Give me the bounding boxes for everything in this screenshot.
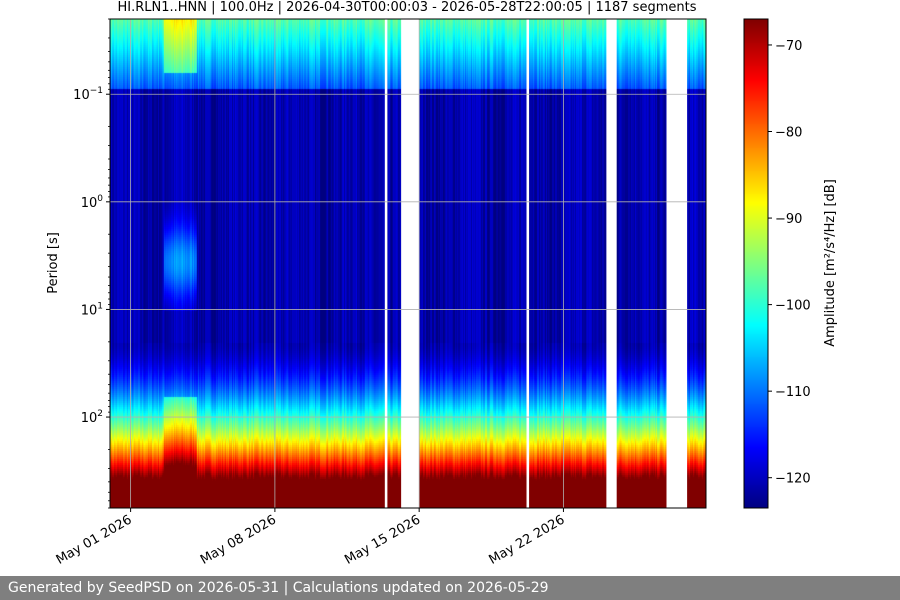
- data-gap-0: [384, 19, 388, 508]
- y-tick-label-2: 101: [81, 301, 103, 318]
- psd-spectrogram-chart: HI.RLN1..HNN | 100.0Hz | 2026-04-30T00:0…: [46, 0, 838, 568]
- plot-area: [109, 18, 707, 509]
- colorbar-tick-label-5: −120: [775, 472, 811, 487]
- x-tick-label-1: May 08 2026: [198, 512, 279, 567]
- y-tick-label-1: 100: [81, 194, 104, 211]
- footer-bar: Generated by SeedPSD on 2026-05-31 | Cal…: [0, 576, 900, 600]
- data-gap-4: [666, 19, 688, 508]
- colorbar-tick-label-2: −90: [775, 212, 802, 227]
- chart-title: HI.RLN1..HNN | 100.0Hz | 2026-04-30T00:0…: [118, 0, 697, 15]
- colorbar-tick-label-0: −70: [775, 39, 802, 54]
- y-tick-label-3: 102: [81, 409, 103, 426]
- plot-frame: [109, 18, 707, 509]
- y-axis-label: Period [s]: [46, 232, 61, 294]
- colorbar-gradient: [744, 19, 768, 508]
- x-tick-label-3: May 22 2026: [487, 512, 568, 567]
- y-axis: 10−1 100 101 102: [73, 18, 110, 509]
- y-tick-label-0: 10−1: [73, 86, 103, 103]
- x-tick-label-0: May 01 2026: [54, 512, 135, 567]
- x-tick-label-2: May 15 2026: [342, 512, 423, 567]
- colorbar-tick-label-4: −110: [775, 385, 811, 400]
- colorbar-label: Amplitude [m²/s⁴/Hz] [dB]: [823, 179, 838, 347]
- colorbar-tick-label-3: −100: [775, 299, 811, 314]
- colorbar-frame: [743, 18, 769, 509]
- colorbar: −70 −80 −90 −100 −110 −120: [743, 18, 811, 509]
- data-gap-1: [401, 19, 420, 508]
- colorbar-tick-label-1: −80: [775, 126, 802, 141]
- data-gap-3: [606, 19, 617, 508]
- x-axis: May 01 2026 May 08 2026 May 15 2026 May 22 …: [54, 508, 568, 568]
- data-gap-2: [526, 19, 530, 508]
